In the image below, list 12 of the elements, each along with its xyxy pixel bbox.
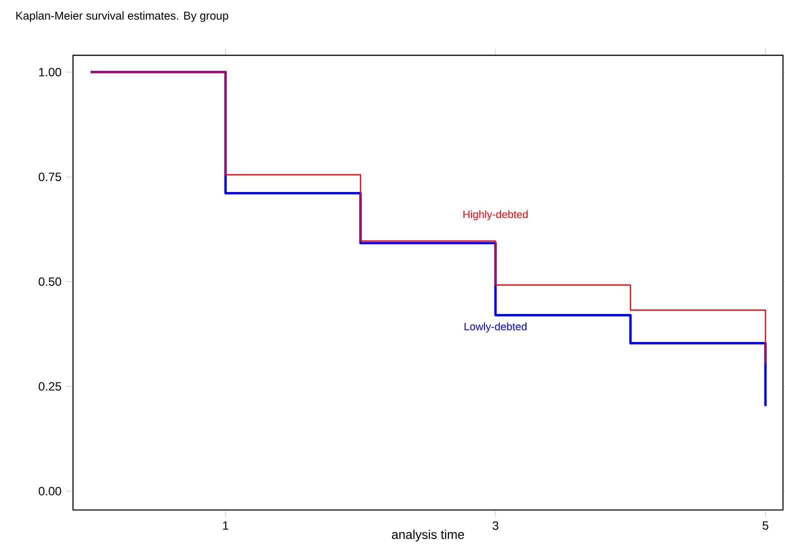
y-tick-label: 1.00 [39, 68, 62, 76]
y-tick-label: 0.75 [38, 172, 62, 182]
series-label: Lowly-debted [464, 322, 527, 332]
x-axis-title: analysis time [392, 530, 464, 542]
y-tick-label: 0.25 [38, 382, 62, 391]
y-tick-label: 0.50 [38, 277, 62, 286]
y-tick-label: 0.00 [38, 486, 62, 496]
x-tick-label: 5 [762, 521, 768, 530]
x-tick-label: 3 [492, 521, 498, 530]
series-label: Highly-debted [463, 210, 528, 220]
chart-title: Kaplan-Meier survival estimates. By group [16, 11, 228, 22]
x-tick-label: 1 [223, 521, 228, 530]
